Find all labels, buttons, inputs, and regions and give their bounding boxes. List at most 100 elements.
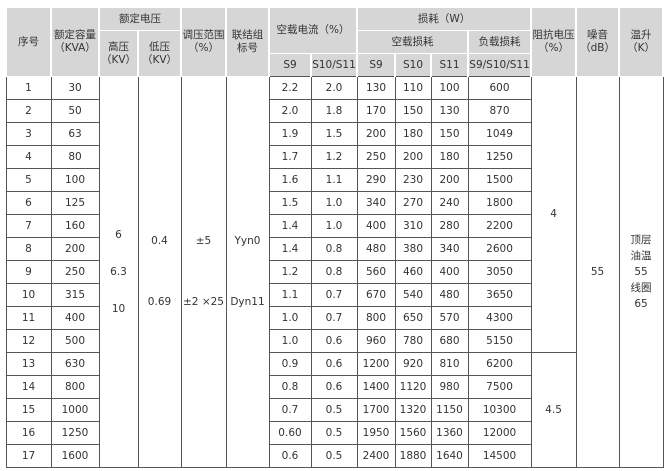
cell-value: 1250 — [467, 145, 532, 169]
cell-value: 2600 — [467, 237, 532, 261]
cell-value: 0.6 — [268, 444, 312, 468]
cell-capacity: 800 — [50, 375, 100, 399]
cell-value: 340 — [356, 191, 396, 215]
cell-value: 240 — [430, 191, 469, 215]
cell-value: 1049 — [467, 122, 532, 146]
cell-value: 4300 — [467, 306, 532, 330]
cell-value: 400 — [356, 214, 396, 238]
header-load-s9s10s11: S9/S10/S11 — [467, 53, 533, 77]
header-no: 序号 — [5, 7, 52, 77]
cell-value: 380 — [394, 237, 432, 261]
cell-value: 0.7 — [268, 398, 312, 422]
cell-value: 0.5 — [310, 444, 358, 468]
cell-value: 0.60 — [268, 421, 312, 445]
cell-capacity: 1250 — [50, 421, 100, 445]
header-hv: 高压（KV） — [98, 30, 139, 77]
table-row: 10 315 1.1 0.7 670 540 480 3650 — [5, 283, 663, 307]
cell-value: 980 — [430, 375, 469, 399]
table-row: 4 80 1.7 1.2 250 200 180 1250 — [5, 145, 663, 169]
cell-value: 3050 — [467, 260, 532, 284]
transformer-spec-table: 序号 额定容量（KVA） 额定电压 调压范围（%） 联结组标号 空载电流（%） … — [5, 7, 665, 468]
cell-capacity: 30 — [50, 76, 100, 100]
cell-no: 12 — [5, 329, 52, 353]
cell-value: 1.0 — [310, 191, 358, 215]
header-loss: 损耗（W） — [356, 7, 533, 31]
cell-value: 0.5 — [310, 421, 358, 445]
cell-value: 7500 — [467, 375, 532, 399]
cell-no: 17 — [5, 444, 52, 468]
header-loss-s11: S11 — [430, 53, 470, 77]
table-row: 7 160 1.4 1.0 400 310 280 2200 — [5, 214, 663, 238]
table-row: 11 400 1.0 0.7 800 650 570 4300 — [5, 306, 663, 330]
table-row: 3 63 1.9 1.5 200 180 150 1049 — [5, 122, 663, 146]
cell-value: 1640 — [430, 444, 469, 468]
cell-value: 2.2 — [268, 76, 312, 100]
cell-value: 1150 — [430, 398, 469, 422]
header-load-loss: 负载损耗 — [467, 30, 533, 54]
cell-value: 110 — [394, 76, 432, 100]
cell-value: 2400 — [356, 444, 396, 468]
cell-value: 0.6 — [310, 329, 358, 353]
cell-lv-line: 0.4 — [151, 235, 168, 247]
cell-value: 1.7 — [268, 145, 312, 169]
cell-value: 650 — [394, 306, 432, 330]
cell-lv-line: 0.69 — [147, 296, 172, 308]
cell-value: 280 — [430, 214, 469, 238]
cell-value: 180 — [430, 145, 469, 169]
cell-value: 0.7 — [310, 306, 358, 330]
cell-value: 200 — [394, 145, 432, 169]
cell-value: 1.0 — [268, 306, 312, 330]
cell-capacity: 1000 — [50, 398, 100, 422]
cell-value: 960 — [356, 329, 396, 353]
header-capacity: 额定容量（KVA） — [50, 7, 100, 77]
cell-value: 1320 — [394, 398, 432, 422]
cell-tap: ±5 ±2 ×25 — [180, 76, 227, 468]
cell-value: 1.0 — [268, 329, 312, 353]
cell-no: 11 — [5, 306, 52, 330]
cell-hv-line: 6 — [115, 228, 122, 241]
cell-temp: 顶层 油温 55 线圈 65 — [618, 76, 664, 468]
cell-value: 1.6 — [268, 168, 312, 192]
cell-no: 8 — [5, 237, 52, 261]
cell-value: 1560 — [394, 421, 432, 445]
cell-hv-line: 10 — [111, 302, 126, 315]
cell-capacity: 80 — [50, 145, 100, 169]
cell-value: 1500 — [467, 168, 532, 192]
cell-value: 2.0 — [268, 99, 312, 123]
cell-tap-line: ±2 ×25 — [183, 296, 224, 308]
cell-no: 10 — [5, 283, 52, 307]
cell-value: 600 — [467, 76, 532, 100]
cell-value: 230 — [394, 168, 432, 192]
header-current-s10s11: S10/S11 — [309, 53, 359, 77]
cell-capacity: 250 — [50, 260, 100, 284]
cell-capacity: 50 — [50, 99, 100, 123]
cell-hv-line: 6.3 — [110, 265, 127, 278]
cell-hv: 6 6.3 10 — [98, 76, 139, 468]
cell-no: 15 — [5, 398, 52, 422]
cell-no: 16 — [5, 421, 52, 445]
header-vector: 联结组标号 — [225, 7, 270, 77]
cell-value: 1.4 — [268, 237, 312, 261]
cell-value: 14500 — [467, 444, 532, 468]
cell-temp-line: 65 — [634, 298, 648, 310]
cell-value: 200 — [430, 168, 469, 192]
cell-no: 5 — [5, 168, 52, 192]
header-loss-s10: S10 — [394, 53, 433, 77]
cell-value: 0.6 — [310, 352, 358, 376]
table-row: 15 1000 0.7 0.5 1700 1320 1150 10300 — [5, 398, 663, 422]
table-row: 14 800 0.8 0.6 1400 1120 980 7500 — [5, 375, 663, 399]
cell-value: 130 — [356, 76, 396, 100]
cell-capacity: 63 — [50, 122, 100, 146]
table-row: 13 630 0.9 0.6 1200 920 810 6200 4.5 — [5, 352, 663, 468]
cell-value: 400 — [430, 260, 469, 284]
cell-capacity: 160 — [50, 214, 100, 238]
cell-temp-line: 顶层 — [630, 234, 652, 246]
cell-vector-line: Dyn11 — [230, 296, 265, 308]
cell-value: 290 — [356, 168, 396, 192]
cell-value: 460 — [394, 260, 432, 284]
cell-lv: 0.4 0.69 — [137, 76, 182, 468]
header-impedance: 阻抗电压（%） — [530, 7, 578, 77]
cell-value: 3650 — [467, 283, 532, 307]
cell-value: 1.5 — [310, 122, 358, 146]
cell-no: 9 — [5, 260, 52, 284]
